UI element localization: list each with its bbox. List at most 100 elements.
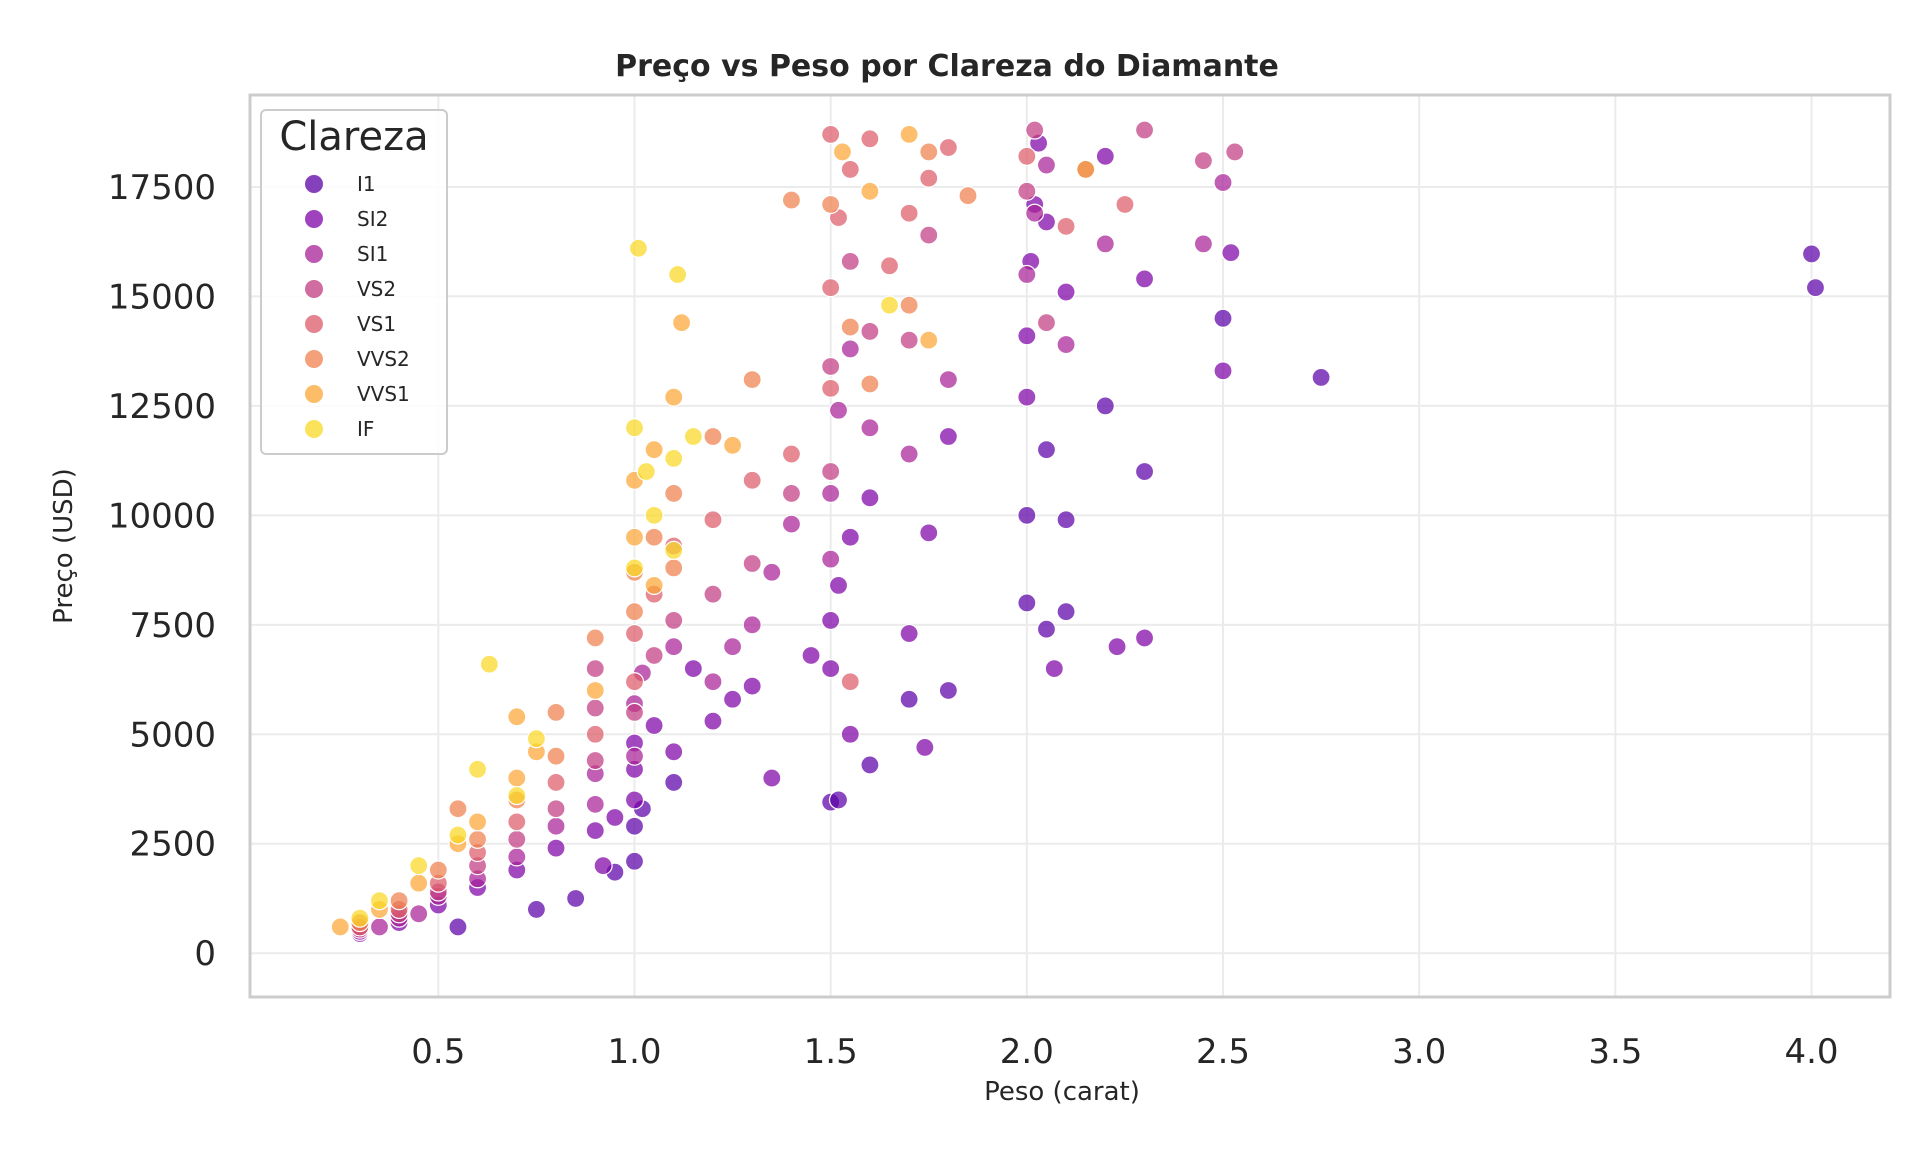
data-point-i1	[664, 772, 684, 793]
data-point-si2	[860, 488, 880, 508]
data-point-i1	[1095, 396, 1115, 416]
data-point-si1	[781, 514, 802, 534]
data-point-vvs2	[919, 142, 939, 162]
data-point-i1	[526, 899, 547, 920]
data-point-vs2	[1017, 181, 1037, 201]
data-point-i1	[1056, 510, 1076, 530]
data-point-i1	[1036, 619, 1057, 639]
data-point-if	[624, 558, 645, 578]
data-point-i1	[1036, 440, 1057, 460]
data-point-vs2	[840, 251, 860, 271]
x-tick-label: 3.5	[1588, 1032, 1642, 1072]
data-point-si2	[664, 742, 684, 762]
data-points	[330, 120, 1826, 944]
data-point-si2	[1017, 326, 1037, 346]
data-point-vvs2	[428, 860, 448, 880]
data-point-si2	[801, 645, 821, 666]
x-tick-label: 2.5	[1196, 1032, 1250, 1072]
data-point-vs1	[1115, 194, 1135, 215]
data-point-i1	[1017, 505, 1037, 525]
data-point-vs1	[1017, 146, 1037, 166]
data-point-si1	[722, 637, 743, 657]
legend-marker-vs2	[305, 280, 323, 298]
y-axis-label: Preço (USD)	[49, 468, 79, 624]
data-point-si1	[1213, 172, 1233, 193]
data-point-si1	[742, 615, 762, 635]
data-point-si2	[703, 711, 723, 731]
data-point-vs2	[860, 321, 880, 342]
legend-label-si1: SI1	[357, 242, 388, 266]
data-point-si2	[593, 856, 613, 876]
data-point-vs2	[781, 483, 802, 504]
data-point-i1	[1213, 308, 1233, 328]
data-point-si2	[938, 426, 958, 447]
data-point-vvs2	[899, 295, 919, 315]
data-point-vvs1	[467, 812, 488, 832]
data-point-vvs1	[507, 768, 527, 788]
data-point-vs2	[742, 553, 762, 574]
y-tick-label: 17500	[108, 168, 216, 208]
data-point-vs2	[546, 799, 566, 819]
data-point-si2	[821, 659, 841, 679]
data-point-vs2	[1025, 120, 1045, 140]
data-point-vvs2	[389, 891, 409, 911]
data-point-vs2	[585, 750, 605, 771]
data-point-vs2	[1225, 142, 1245, 162]
data-point-si2	[1107, 637, 1127, 657]
data-point-vvs1	[409, 873, 429, 893]
data-point-i1	[860, 755, 880, 775]
data-point-vs1	[899, 203, 919, 223]
data-point-i1	[624, 816, 645, 836]
data-point-vvs2	[546, 746, 566, 766]
data-point-if	[479, 654, 499, 674]
data-point-si2	[840, 724, 860, 744]
data-point-si1	[409, 904, 429, 924]
y-axis-ticks: 0 2500 5000 7500 10000 12500 15000 17500	[108, 168, 216, 974]
data-point-vvs1	[664, 387, 684, 407]
data-point-vs2	[624, 702, 645, 722]
data-point-if	[664, 448, 684, 469]
x-tick-label: 1.5	[804, 1032, 858, 1072]
data-point-vs1	[938, 137, 958, 158]
data-point-si1	[1017, 264, 1037, 285]
data-point-if	[526, 729, 547, 749]
data-point-vvs2	[821, 194, 841, 215]
data-point-vs1	[879, 256, 900, 276]
data-point-vvs2	[546, 702, 566, 722]
data-point-vs1	[919, 168, 939, 188]
x-axis-ticks: 0.5 1.0 1.5 2.0 2.5 3.0 3.5 4.0	[411, 1032, 1838, 1072]
data-point-si2	[742, 676, 762, 696]
data-point-vs2	[585, 659, 605, 679]
data-point-i1	[1134, 461, 1155, 482]
data-point-si1	[1095, 234, 1115, 254]
data-point-si2	[624, 790, 645, 810]
data-point-si1	[860, 418, 880, 438]
legend-marker-vvs2	[305, 350, 323, 368]
data-point-if	[409, 856, 429, 876]
data-point-si1	[664, 637, 684, 657]
data-point-vs2	[664, 610, 684, 631]
data-point-i1	[1311, 367, 1331, 388]
data-point-i1	[624, 851, 645, 871]
data-point-vs1	[1056, 216, 1076, 236]
y-tick-label: 5000	[129, 715, 216, 755]
data-point-si1	[585, 794, 605, 814]
data-point-vs2	[899, 330, 919, 350]
data-point-vvs1	[722, 435, 743, 455]
data-point-si2	[1221, 243, 1241, 263]
data-point-vs1	[624, 623, 645, 644]
y-tick-label: 15000	[108, 277, 216, 317]
data-point-si2	[1095, 146, 1115, 166]
data-point-vs1	[821, 124, 841, 145]
chart-title: Preço vs Peso por Clareza do Diamante	[615, 49, 1279, 84]
data-point-if	[350, 908, 370, 928]
data-point-vvs2	[840, 317, 860, 337]
data-point-vvs1	[507, 707, 527, 727]
legend-label-vvs1: VVS1	[357, 382, 410, 406]
data-point-vvs1	[860, 181, 880, 201]
data-point-si2	[585, 821, 605, 841]
data-point-vs1	[742, 470, 762, 490]
data-point-vvs2	[958, 186, 978, 206]
data-point-i1	[1805, 278, 1826, 298]
data-point-vs1	[624, 672, 645, 692]
